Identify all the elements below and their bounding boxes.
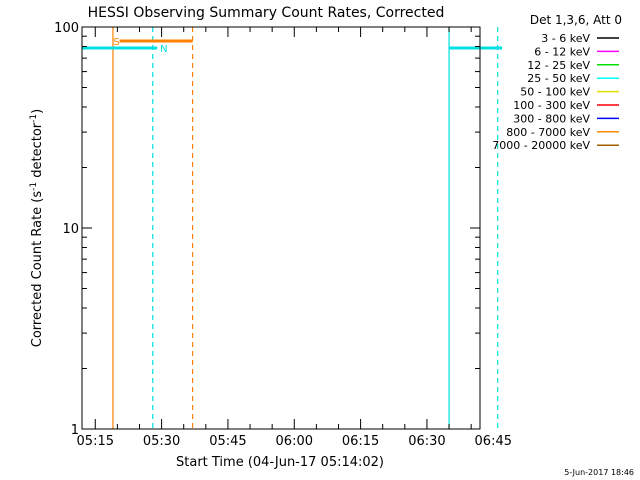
- y-axis: 1 10 100: [54, 21, 480, 438]
- legend-label: 25 - 50 keV: [527, 72, 590, 85]
- legend-label: 7000 - 20000 keV: [492, 139, 590, 152]
- observing-markers: SN: [82, 27, 503, 429]
- x-tick-label: 05:30: [143, 434, 180, 449]
- legend-label: 12 - 25 keV: [527, 59, 590, 72]
- legend-label: 300 - 800 keV: [513, 112, 590, 125]
- saa-label: S: [113, 37, 119, 48]
- legend-label: 6 - 12 keV: [534, 45, 590, 58]
- x-axis: 05:15 05:30 05:45 06:00 06:15 06:30 06:45: [77, 27, 512, 449]
- x-tick-label: 06:15: [342, 434, 379, 449]
- legend-label: 3 - 6 keV: [541, 32, 590, 45]
- legend-label: 50 - 100 keV: [520, 86, 590, 99]
- plot-frame: [81, 26, 481, 430]
- x-tick-label: 06:00: [276, 434, 313, 449]
- y-tick-label: 10: [62, 222, 79, 237]
- x-tick-label: 06:30: [408, 434, 445, 449]
- legend-title: Det 1,3,6, Att 0: [530, 13, 622, 27]
- x-tick-label: 05:15: [77, 434, 114, 449]
- y-tick-label: 1: [71, 423, 79, 438]
- y-axis-label: Corrected Count Rate (s-1 detector-1): [29, 109, 45, 347]
- y-tick-label: 100: [54, 21, 79, 36]
- footer-timestamp: 5-Jun-2017 18:46: [564, 468, 634, 477]
- x-axis-label: Start Time (04-Jun-17 05:14:02): [176, 455, 384, 470]
- legend-label: 100 - 300 keV: [513, 99, 590, 112]
- chart-title: HESSI Observing Summary Count Rates, Cor…: [88, 5, 445, 21]
- x-tick-label: 05:45: [209, 434, 246, 449]
- legend-label: 800 - 7000 keV: [506, 126, 590, 139]
- night-label: N: [160, 44, 167, 55]
- x-tick-label: 06:45: [475, 434, 512, 449]
